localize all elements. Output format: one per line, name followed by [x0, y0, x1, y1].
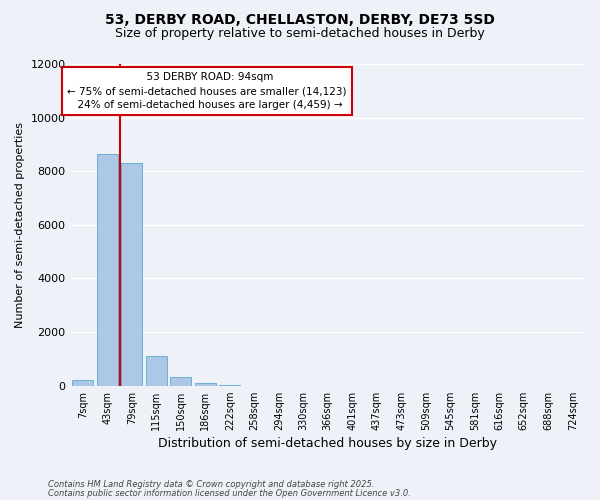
Bar	[146, 356, 167, 386]
Text: Contains public sector information licensed under the Open Government Licence v3: Contains public sector information licen…	[48, 490, 411, 498]
Bar	[220, 384, 240, 386]
Bar	[97, 154, 118, 386]
X-axis label: Distribution of semi-detached houses by size in Derby: Distribution of semi-detached houses by …	[158, 437, 497, 450]
Text: Size of property relative to semi-detached houses in Derby: Size of property relative to semi-detach…	[115, 28, 485, 40]
Y-axis label: Number of semi-detached properties: Number of semi-detached properties	[15, 122, 25, 328]
Bar	[73, 380, 93, 386]
Text: Contains HM Land Registry data © Crown copyright and database right 2025.: Contains HM Land Registry data © Crown c…	[48, 480, 374, 489]
Bar	[195, 384, 215, 386]
Bar	[121, 163, 142, 386]
Text: 53, DERBY ROAD, CHELLASTON, DERBY, DE73 5SD: 53, DERBY ROAD, CHELLASTON, DERBY, DE73 …	[105, 12, 495, 26]
Text: 53 DERBY ROAD: 94sqm
← 75% of semi-detached houses are smaller (14,123)
  24% of: 53 DERBY ROAD: 94sqm ← 75% of semi-detac…	[67, 72, 347, 110]
Bar	[170, 377, 191, 386]
